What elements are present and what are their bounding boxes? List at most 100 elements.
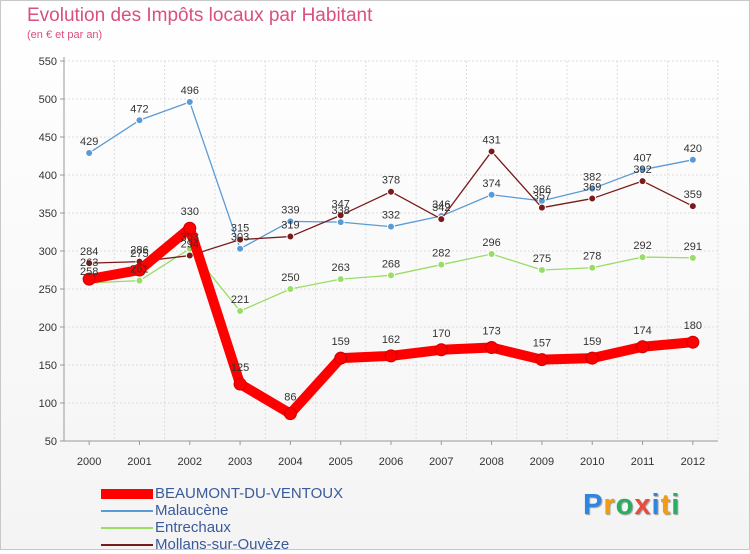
data-point — [236, 307, 245, 316]
data-point — [585, 351, 599, 365]
data-label: 286 — [130, 245, 148, 257]
logo-letter: o — [615, 489, 635, 521]
data-label: 258 — [80, 266, 98, 278]
data-point — [485, 341, 499, 355]
y-tick-label: 300 — [39, 246, 57, 258]
x-tick-label: 2004 — [278, 456, 302, 468]
data-point — [85, 259, 94, 268]
y-tick-label: 500 — [39, 94, 57, 106]
data-point — [487, 250, 496, 259]
legend-label: BEAUMONT-DU-VENTOUX — [155, 485, 344, 502]
y-tick-label: 250 — [39, 284, 57, 296]
x-tick-label: 2001 — [127, 456, 151, 468]
data-point — [336, 275, 345, 284]
data-point — [487, 147, 496, 156]
series-line — [84, 223, 698, 419]
x-tick-label: 2011 — [631, 456, 655, 468]
data-point — [588, 194, 597, 203]
data-point — [183, 221, 197, 235]
x-tick-label: 2006 — [379, 456, 403, 468]
x-tick-label: 2012 — [681, 456, 705, 468]
y-tick-label: 550 — [39, 56, 57, 68]
data-point — [236, 235, 245, 244]
data-label: 374 — [482, 178, 500, 190]
data-point — [334, 351, 348, 365]
data-label: 263 — [332, 262, 350, 274]
y-tick-label: 150 — [39, 360, 57, 372]
data-label: 278 — [583, 251, 601, 263]
data-label: 157 — [533, 338, 551, 350]
data-point — [387, 271, 395, 280]
data-point — [638, 177, 647, 186]
data-label: 282 — [432, 248, 450, 260]
data-point — [135, 276, 144, 285]
logo-letter: r — [603, 489, 616, 521]
data-label: 162 — [382, 334, 400, 346]
legend-label: Mollans-sur-Ouvèze — [155, 536, 290, 553]
data-label: 174 — [633, 325, 651, 337]
y-tick-label: 100 — [39, 398, 57, 410]
data-label: 357 — [533, 191, 551, 203]
data-point — [336, 218, 345, 227]
data-point — [434, 343, 448, 357]
legend-label: Malaucène — [155, 502, 229, 519]
legend-swatch — [101, 510, 153, 512]
data-label: 496 — [181, 85, 199, 97]
data-point — [535, 353, 549, 367]
data-point — [638, 165, 647, 174]
data-point — [688, 253, 697, 262]
data-label: 369 — [583, 182, 601, 194]
chart-title: Evolution des Impôts locaux par Habitant — [27, 5, 373, 26]
data-label: 339 — [281, 204, 299, 216]
data-label: 284 — [80, 246, 98, 258]
data-label: 303 — [231, 232, 249, 244]
data-label: 173 — [482, 326, 500, 338]
x-tick-label: 2007 — [429, 456, 453, 468]
data-label: 392 — [633, 164, 651, 176]
data-label: 296 — [482, 237, 500, 249]
data-label: 382 — [583, 172, 601, 184]
data-point — [132, 263, 146, 277]
data-label: 346 — [432, 199, 450, 211]
legend-label: Entrechaux — [155, 519, 231, 536]
data-label: 180 — [684, 320, 702, 332]
data-label: 407 — [633, 153, 651, 165]
logo-letter: x — [634, 489, 652, 521]
data-point — [688, 155, 697, 164]
data-label: 291 — [684, 241, 702, 253]
data-point — [387, 222, 395, 231]
data-label: 315 — [231, 223, 249, 235]
logo-letter: i — [671, 489, 681, 521]
data-point — [387, 187, 395, 196]
x-tick-label: 2005 — [328, 456, 352, 468]
data-label: 366 — [533, 184, 551, 196]
data-label: 221 — [231, 294, 249, 306]
data-point — [487, 190, 496, 199]
data-point — [286, 285, 295, 293]
legend-swatch — [101, 544, 153, 546]
logo-letter: P — [583, 489, 604, 521]
y-tick-label: 350 — [39, 208, 57, 220]
y-tick-label: 200 — [39, 322, 57, 334]
data-label: 294 — [181, 239, 199, 251]
data-label: 429 — [80, 136, 98, 148]
data-point — [233, 377, 247, 391]
data-label: 275 — [533, 253, 551, 265]
logo-letter: t — [660, 489, 672, 521]
data-point — [636, 340, 650, 354]
data-point — [537, 203, 546, 212]
data-point — [437, 260, 446, 269]
proxiti-logo: Proxiti — [583, 489, 680, 522]
data-point — [638, 253, 647, 262]
y-tick-label: 400 — [39, 170, 57, 182]
data-point — [135, 116, 144, 125]
data-point — [185, 98, 194, 107]
x-tick-label: 2002 — [178, 456, 202, 468]
data-label: 268 — [382, 258, 400, 270]
data-point — [588, 263, 597, 272]
x-tick-label: 2003 — [228, 456, 252, 468]
data-point — [185, 251, 194, 260]
data-point — [537, 266, 546, 274]
data-label: 159 — [583, 336, 601, 348]
